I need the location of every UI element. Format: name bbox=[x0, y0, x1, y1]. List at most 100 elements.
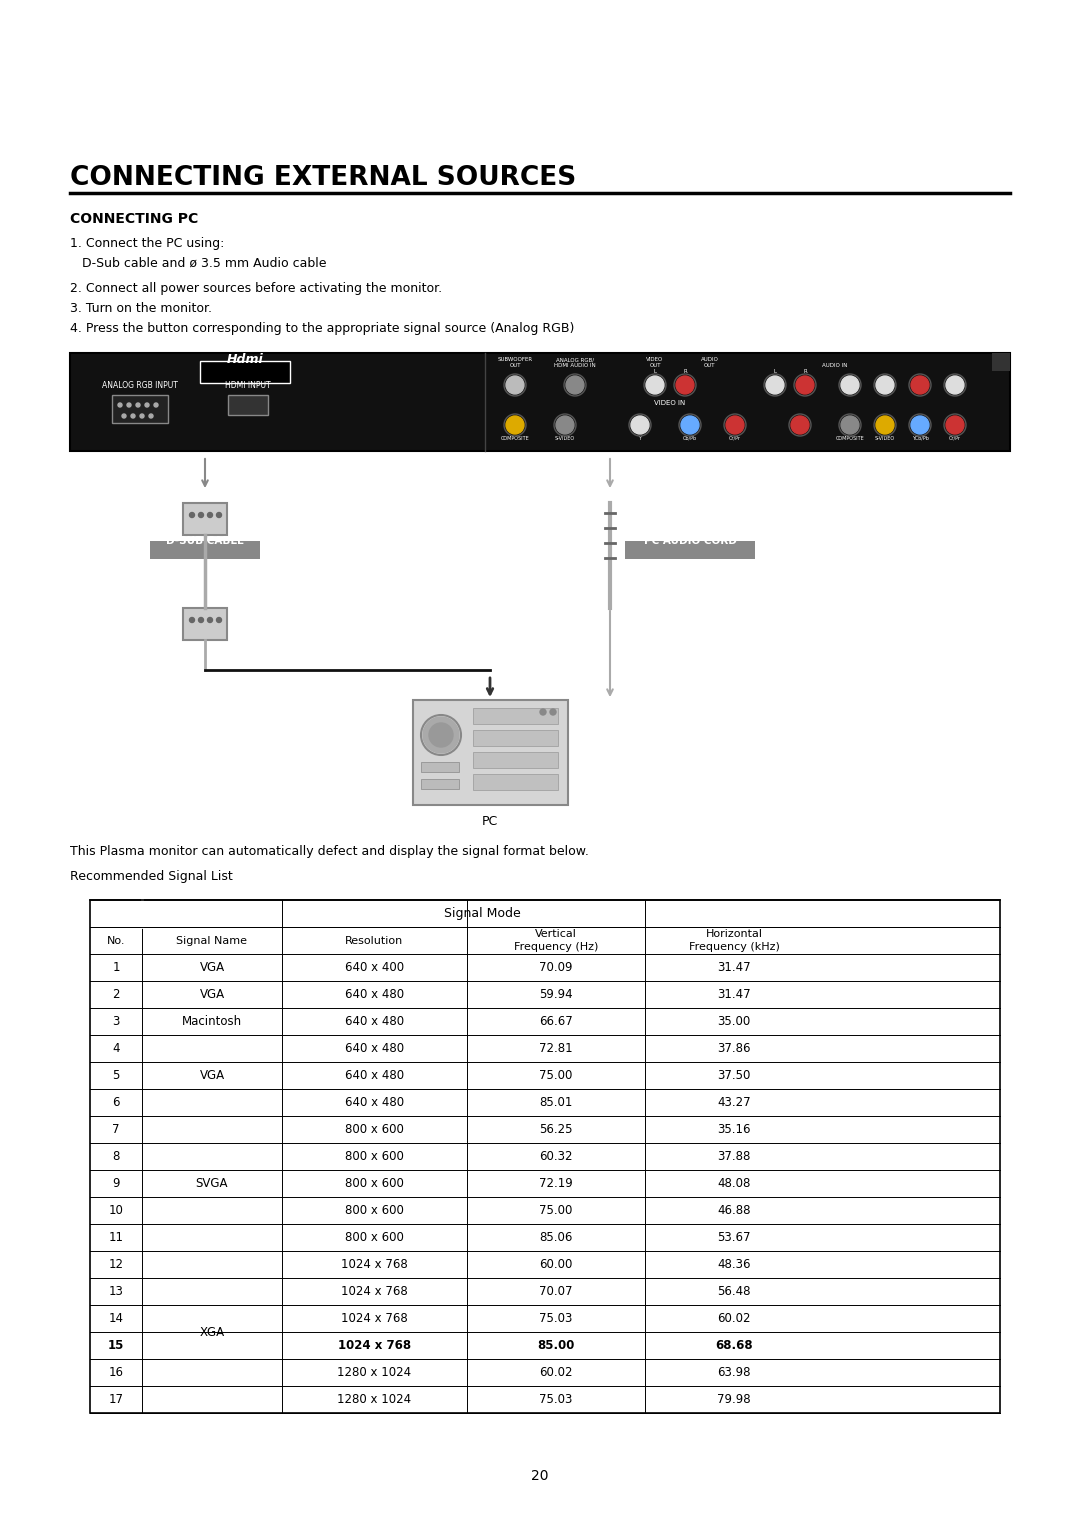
Circle shape bbox=[507, 416, 524, 434]
Text: 70.09: 70.09 bbox=[539, 961, 572, 973]
Text: 6: 6 bbox=[112, 1096, 120, 1109]
Bar bbox=[228, 396, 268, 416]
Text: SUBWOOFER
OUT: SUBWOOFER OUT bbox=[498, 358, 532, 368]
Text: 85.00: 85.00 bbox=[538, 1339, 575, 1352]
Text: 56.48: 56.48 bbox=[717, 1285, 751, 1297]
Bar bbox=[473, 775, 558, 790]
Text: AUDIO IN: AUDIO IN bbox=[822, 364, 848, 368]
Circle shape bbox=[912, 376, 929, 394]
Circle shape bbox=[122, 414, 126, 419]
Text: 37.50: 37.50 bbox=[717, 1070, 751, 1082]
Text: 72.81: 72.81 bbox=[539, 1042, 572, 1054]
Text: 640 x 480: 640 x 480 bbox=[345, 1015, 404, 1028]
Circle shape bbox=[140, 414, 144, 419]
Text: 3: 3 bbox=[112, 1015, 120, 1028]
Bar bbox=[625, 541, 755, 559]
Bar bbox=[70, 353, 1010, 451]
Bar bbox=[200, 361, 291, 384]
Text: R: R bbox=[684, 368, 687, 374]
Text: S-VIDEO: S-VIDEO bbox=[875, 435, 895, 442]
Text: 1280 x 1024: 1280 x 1024 bbox=[337, 1366, 411, 1378]
Text: ANALOG RGB INPUT: ANALOG RGB INPUT bbox=[103, 380, 178, 390]
Text: D-SUB CABLE: D-SUB CABLE bbox=[166, 536, 244, 545]
Text: CONNECTING EXTERNAL SOURCES: CONNECTING EXTERNAL SOURCES bbox=[70, 165, 577, 191]
Text: L: L bbox=[773, 368, 777, 374]
Text: 640 x 480: 640 x 480 bbox=[345, 989, 404, 1001]
Text: VGA: VGA bbox=[200, 1070, 225, 1082]
Text: 14: 14 bbox=[108, 1313, 123, 1325]
Circle shape bbox=[796, 376, 814, 394]
Text: 1024 x 768: 1024 x 768 bbox=[341, 1258, 408, 1271]
Text: 1024 x 768: 1024 x 768 bbox=[341, 1285, 408, 1297]
Text: 1: 1 bbox=[112, 961, 120, 973]
Text: S-VIDEO: S-VIDEO bbox=[555, 435, 575, 442]
Bar bbox=[413, 700, 568, 805]
Circle shape bbox=[791, 416, 809, 434]
Text: COMPOSITE: COMPOSITE bbox=[836, 435, 864, 442]
Text: VIDEO
OUT: VIDEO OUT bbox=[646, 358, 663, 368]
Text: Cr/Pr: Cr/Pr bbox=[729, 435, 741, 442]
Text: 640 x 400: 640 x 400 bbox=[345, 961, 404, 973]
Text: ANALOG RGB/
HDMI AUDIO IN: ANALOG RGB/ HDMI AUDIO IN bbox=[554, 358, 596, 368]
Text: 13: 13 bbox=[109, 1285, 123, 1297]
Text: 11: 11 bbox=[108, 1232, 123, 1244]
Text: 800 x 600: 800 x 600 bbox=[346, 1151, 404, 1163]
Text: 1024 x 768: 1024 x 768 bbox=[341, 1313, 408, 1325]
Text: CONNECTING PC: CONNECTING PC bbox=[70, 212, 199, 226]
Text: 800 x 600: 800 x 600 bbox=[346, 1204, 404, 1216]
Text: 85.01: 85.01 bbox=[539, 1096, 572, 1109]
Circle shape bbox=[912, 416, 929, 434]
Circle shape bbox=[540, 709, 546, 715]
Text: Vertical
Frequency (Hz): Vertical Frequency (Hz) bbox=[514, 929, 598, 952]
Text: 63.98: 63.98 bbox=[717, 1366, 751, 1378]
Text: COMPOSITE: COMPOSITE bbox=[501, 435, 529, 442]
Text: VGA: VGA bbox=[200, 961, 225, 973]
Text: Cb/Pb: Cb/Pb bbox=[683, 435, 697, 442]
Text: 17: 17 bbox=[108, 1394, 123, 1406]
Circle shape bbox=[676, 376, 694, 394]
Circle shape bbox=[550, 709, 556, 715]
Bar bbox=[183, 608, 227, 640]
Circle shape bbox=[199, 512, 203, 518]
Text: HDMI INPUT: HDMI INPUT bbox=[226, 380, 271, 390]
Text: 16: 16 bbox=[108, 1366, 123, 1378]
Circle shape bbox=[216, 617, 221, 622]
Bar bbox=[421, 762, 459, 772]
Circle shape bbox=[876, 376, 894, 394]
Circle shape bbox=[946, 416, 964, 434]
Text: AUDIO
OUT: AUDIO OUT bbox=[701, 358, 719, 368]
Circle shape bbox=[946, 376, 964, 394]
Circle shape bbox=[131, 414, 135, 419]
Circle shape bbox=[766, 376, 784, 394]
Text: 37.86: 37.86 bbox=[717, 1042, 751, 1054]
Text: 31.47: 31.47 bbox=[717, 989, 751, 1001]
Text: SVGA: SVGA bbox=[195, 1177, 228, 1190]
Bar bbox=[150, 541, 260, 559]
Text: 60.02: 60.02 bbox=[539, 1366, 572, 1378]
Text: 9: 9 bbox=[112, 1177, 120, 1190]
Circle shape bbox=[631, 416, 649, 434]
Text: 1024 x 768: 1024 x 768 bbox=[338, 1339, 411, 1352]
Circle shape bbox=[423, 717, 459, 753]
Text: 8: 8 bbox=[112, 1151, 120, 1163]
Text: 53.67: 53.67 bbox=[717, 1232, 751, 1244]
Text: 35.16: 35.16 bbox=[717, 1123, 751, 1135]
Text: 75.00: 75.00 bbox=[539, 1070, 572, 1082]
Text: 20: 20 bbox=[531, 1468, 549, 1484]
Text: PC: PC bbox=[482, 814, 498, 828]
Text: 2: 2 bbox=[112, 989, 120, 1001]
Circle shape bbox=[189, 617, 194, 622]
Bar bbox=[90, 900, 1000, 1413]
Text: 70.07: 70.07 bbox=[539, 1285, 572, 1297]
Text: Signal Name: Signal Name bbox=[176, 935, 247, 946]
Circle shape bbox=[681, 416, 699, 434]
Text: 85.06: 85.06 bbox=[539, 1232, 572, 1244]
Circle shape bbox=[145, 403, 149, 406]
Text: 7: 7 bbox=[112, 1123, 120, 1135]
Circle shape bbox=[127, 403, 131, 406]
Text: Y: Y bbox=[638, 435, 642, 442]
Text: 46.88: 46.88 bbox=[717, 1204, 751, 1216]
Circle shape bbox=[199, 617, 203, 622]
Text: 5: 5 bbox=[112, 1070, 120, 1082]
Text: Signal Mode: Signal Mode bbox=[444, 908, 521, 920]
